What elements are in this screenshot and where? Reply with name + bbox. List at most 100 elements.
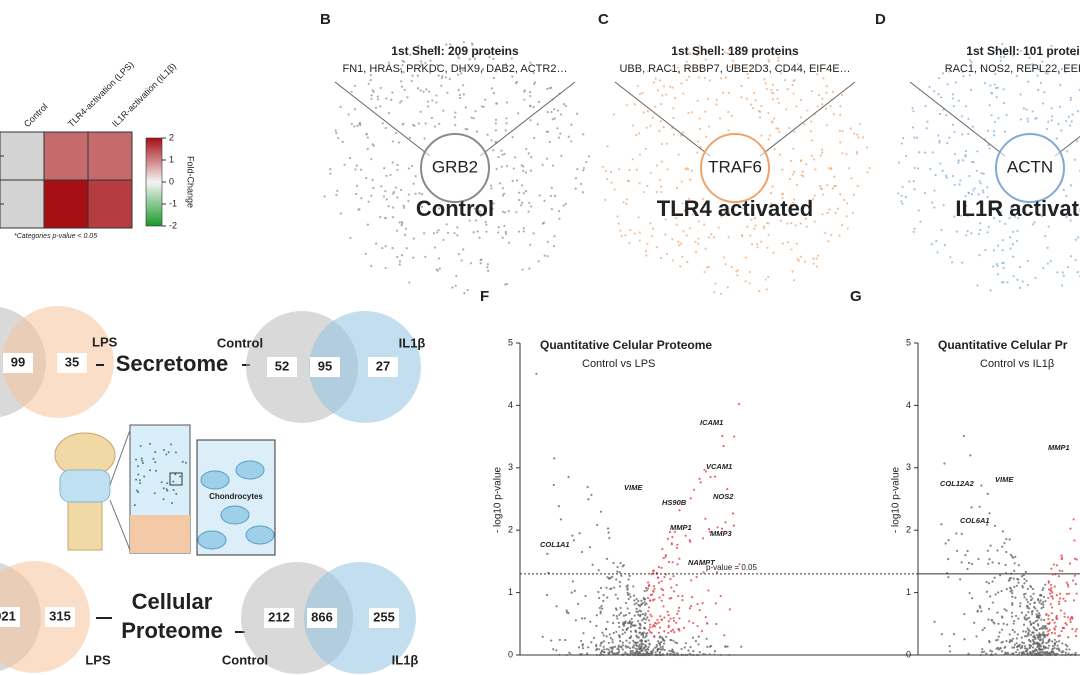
chondrocyte	[220, 505, 250, 525]
network-node	[723, 51, 726, 54]
network-node	[833, 175, 836, 178]
zoom-line	[109, 499, 131, 551]
network-node	[381, 122, 384, 125]
volcano-point	[661, 645, 664, 648]
network-node	[691, 213, 694, 216]
network-node	[978, 254, 981, 257]
volcano-point	[1016, 653, 1019, 656]
colorbar-tick-label: 0	[169, 176, 174, 186]
volcano-point	[1024, 630, 1028, 633]
colorbar-tick-label: -1	[169, 198, 177, 208]
volcano-point	[640, 644, 643, 648]
volcano-point	[1013, 643, 1016, 646]
network-node	[528, 201, 531, 205]
network-node	[996, 273, 1000, 276]
network-node	[799, 159, 803, 163]
volcano-point	[647, 606, 651, 609]
volcano-point	[632, 639, 635, 643]
network-node	[414, 175, 417, 178]
volcano-point	[985, 590, 989, 593]
network-node	[410, 79, 413, 83]
cell-dot	[174, 473, 177, 476]
network-node	[604, 198, 607, 201]
volcano-point	[1073, 557, 1077, 560]
volcano-point	[704, 470, 708, 473]
volcano-point	[675, 621, 678, 624]
network-node	[405, 247, 408, 250]
volcano-point	[660, 599, 663, 602]
volcano-point	[599, 610, 602, 613]
y-tick-label: 1	[906, 587, 911, 597]
network-node	[412, 182, 415, 185]
callout-line	[759, 81, 856, 157]
volcano-point	[709, 645, 712, 648]
network-node	[804, 217, 808, 220]
network-node	[337, 137, 340, 140]
shell-proteins: FN1, HRAS, PRKDC, DHX9, DAB2, ACTR2…	[343, 63, 568, 75]
volcano-point	[638, 609, 641, 612]
volcano-point	[1009, 590, 1012, 593]
volcano-point	[1037, 616, 1040, 619]
network-node	[457, 56, 460, 60]
network-node	[517, 112, 520, 115]
network-node	[1004, 46, 1007, 50]
network-node	[758, 116, 762, 119]
volcano-point	[604, 628, 608, 631]
network-node	[383, 167, 386, 170]
network-node	[961, 70, 964, 73]
volcano-point	[665, 635, 668, 638]
volcano-point	[1075, 635, 1078, 638]
network-node	[490, 187, 493, 190]
volcano-point	[628, 612, 631, 615]
network-node	[916, 167, 920, 170]
network-node	[1060, 67, 1063, 71]
volcano-point	[669, 638, 672, 642]
volcano-point	[634, 630, 638, 633]
volcano-point	[670, 596, 673, 600]
volcano-point	[659, 615, 662, 618]
zoom-inset	[169, 472, 183, 486]
network-node	[442, 238, 445, 242]
network-node	[740, 234, 744, 237]
volcano-point	[1045, 613, 1048, 617]
volcano-point	[625, 639, 628, 642]
network-node	[419, 110, 422, 113]
network-node	[781, 242, 784, 245]
volcano-point	[646, 647, 649, 650]
shell-title: 1st Shell: 101 proteins	[966, 44, 1080, 58]
network-node	[717, 226, 720, 229]
cell-dot	[165, 453, 168, 456]
volcano-point	[1038, 647, 1041, 651]
volcano-point	[618, 636, 621, 639]
volcano-point	[552, 648, 555, 651]
network-node	[370, 158, 373, 161]
network-node	[618, 168, 621, 171]
volcano-point	[629, 625, 632, 628]
network-node	[810, 139, 814, 142]
network-node	[965, 204, 968, 208]
network-node	[1046, 72, 1049, 75]
network-node	[685, 234, 688, 237]
network-node	[1000, 281, 1004, 284]
volcano-point	[1069, 620, 1072, 623]
network-node	[688, 227, 691, 230]
network-node	[458, 93, 462, 97]
network-node	[1012, 54, 1015, 57]
cell-dot	[160, 481, 163, 484]
network-node	[1016, 278, 1019, 282]
network-node	[838, 129, 841, 132]
network-node	[830, 233, 833, 237]
network-node	[350, 122, 353, 125]
network-node	[1059, 84, 1062, 87]
gene-label: MMP1	[670, 523, 692, 532]
volcano-point	[628, 620, 631, 623]
network-node	[792, 170, 796, 173]
volcano-point	[602, 634, 605, 637]
volcano-point	[979, 606, 982, 609]
network-node	[992, 216, 995, 219]
network-label: Control	[416, 196, 494, 221]
network-node	[687, 111, 690, 114]
volcano-point	[986, 492, 989, 495]
volcano-point	[626, 591, 629, 594]
network-node	[707, 125, 711, 128]
